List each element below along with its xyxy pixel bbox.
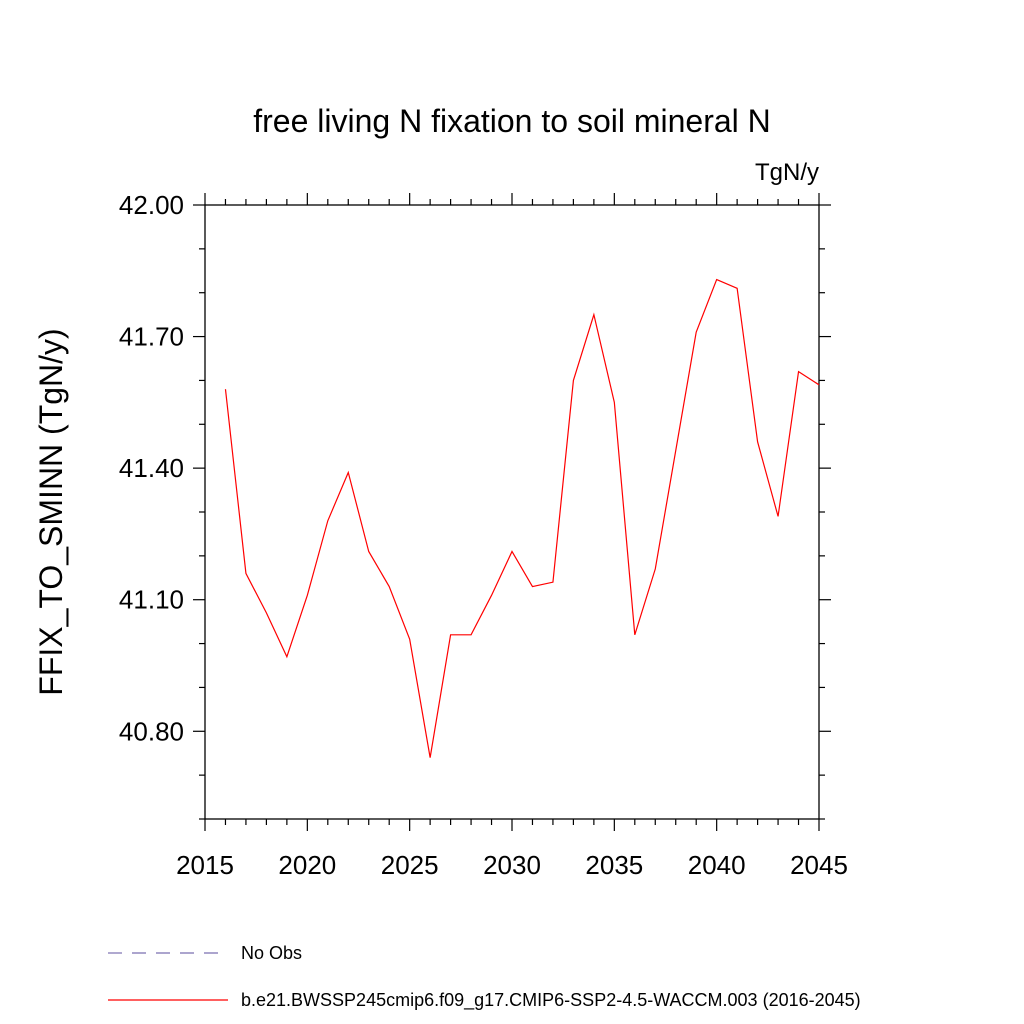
x-tick-label: 2025 (381, 850, 439, 880)
y-axis-label: FFIX_TO_SMINN (TgN/y) (33, 328, 69, 695)
legend-label: b.e21.BWSSP245cmip6.f09_g17.CMIP6-SSP2-4… (241, 990, 861, 1011)
x-tick-label: 2020 (278, 850, 336, 880)
y-tick-label: 41.70 (119, 322, 184, 352)
series-line (224, 278, 820, 758)
plot-frame (204, 204, 820, 820)
x-tick-label: 2045 (790, 850, 848, 880)
legend: No Obs b.e21.BWSSP245cmip6.f09_g17.CMIP6-… (108, 943, 861, 1011)
y-axis-ticks: 40.80 41.10 41.40 41.70 42.00 (119, 190, 831, 820)
x-tick-label: 2030 (483, 850, 541, 880)
y-tick-label: 42.00 (119, 190, 184, 220)
chart-title: free living N fixation to soil mineral N (253, 103, 771, 139)
x-tick-label: 2040 (688, 850, 746, 880)
y-tick-label: 41.40 (119, 453, 184, 483)
y-tick-label: 41.10 (119, 585, 184, 615)
x-axis-ticks: 2015 2020 2025 2030 2035 2040 2045 (176, 193, 848, 880)
units-label: TgN/y (755, 159, 819, 186)
x-tick-label: 2015 (176, 850, 234, 880)
series-layer (224, 278, 820, 758)
y-tick-label: 40.80 (119, 716, 184, 746)
legend-label: No Obs (241, 943, 302, 963)
x-tick-label: 2035 (585, 850, 643, 880)
